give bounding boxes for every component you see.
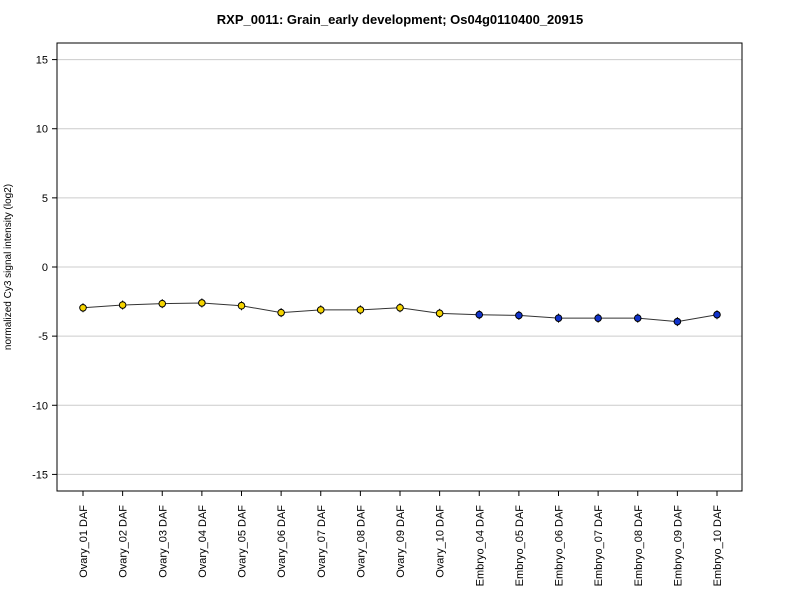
x-tick-label: Embryo_07 DAF (593, 505, 605, 587)
x-tick-label: Embryo_04 DAF (474, 505, 486, 587)
x-tick-label: Embryo_09 DAF (672, 505, 684, 587)
data-point (79, 303, 87, 312)
grid-lines (57, 59, 742, 475)
y-axis: 15 10 5 0 -5 -10 -15 (32, 55, 57, 481)
data-point (118, 301, 127, 309)
x-tick-label: Ovary_09 DAF (395, 505, 407, 578)
data-point (475, 310, 484, 319)
series-group (79, 298, 721, 327)
x-tick-label: Ovary_04 DAF (197, 505, 209, 578)
data-point (396, 303, 404, 312)
data-point (277, 308, 285, 317)
y-tick-label: 5 (42, 193, 48, 205)
y-axis-label: normalized Cy3 signal intensity (log2) (3, 184, 14, 350)
x-tick-label: Embryo_08 DAF (633, 505, 645, 587)
x-tick-label: Ovary_06 DAF (276, 505, 288, 578)
y-tick-label: 0 (42, 262, 48, 274)
data-point (515, 311, 523, 320)
y-tick-label: 15 (36, 55, 48, 67)
data-point (198, 299, 206, 307)
x-axis: Ovary_01 DAF Ovary_02 DAF Ovary_03 DAF Ovar… (78, 491, 724, 586)
x-tick-label: Ovary_10 DAF (435, 505, 447, 578)
y-tick-label: 10 (36, 124, 48, 136)
x-tick-label: Ovary_02 DAF (118, 505, 130, 578)
data-point (594, 314, 602, 322)
data-point (673, 317, 682, 326)
y-tick-label: -10 (32, 400, 48, 412)
x-tick-label: Ovary_03 DAF (157, 505, 169, 578)
data-point (554, 314, 563, 322)
y-tick-label: -5 (38, 331, 48, 343)
data-point (435, 309, 444, 318)
x-tick-label: Ovary_07 DAF (316, 505, 328, 578)
y-tick-label: -15 (32, 469, 48, 481)
x-tick-label: Embryo_06 DAF (554, 505, 566, 587)
x-tick-label: Embryo_05 DAF (514, 505, 526, 587)
data-point (158, 299, 167, 308)
data-point (237, 301, 246, 310)
data-point (633, 314, 642, 322)
data-point (316, 306, 325, 314)
x-tick-label: Ovary_05 DAF (237, 505, 249, 578)
data-point (713, 310, 721, 319)
data-point (356, 306, 365, 314)
x-tick-label: Ovary_08 DAF (355, 505, 367, 578)
x-tick-label: Ovary_01 DAF (78, 505, 90, 578)
chart-title: RXP_0011: Grain_early development; Os04g… (216, 12, 584, 27)
x-tick-label: Embryo_10 DAF (712, 505, 724, 587)
